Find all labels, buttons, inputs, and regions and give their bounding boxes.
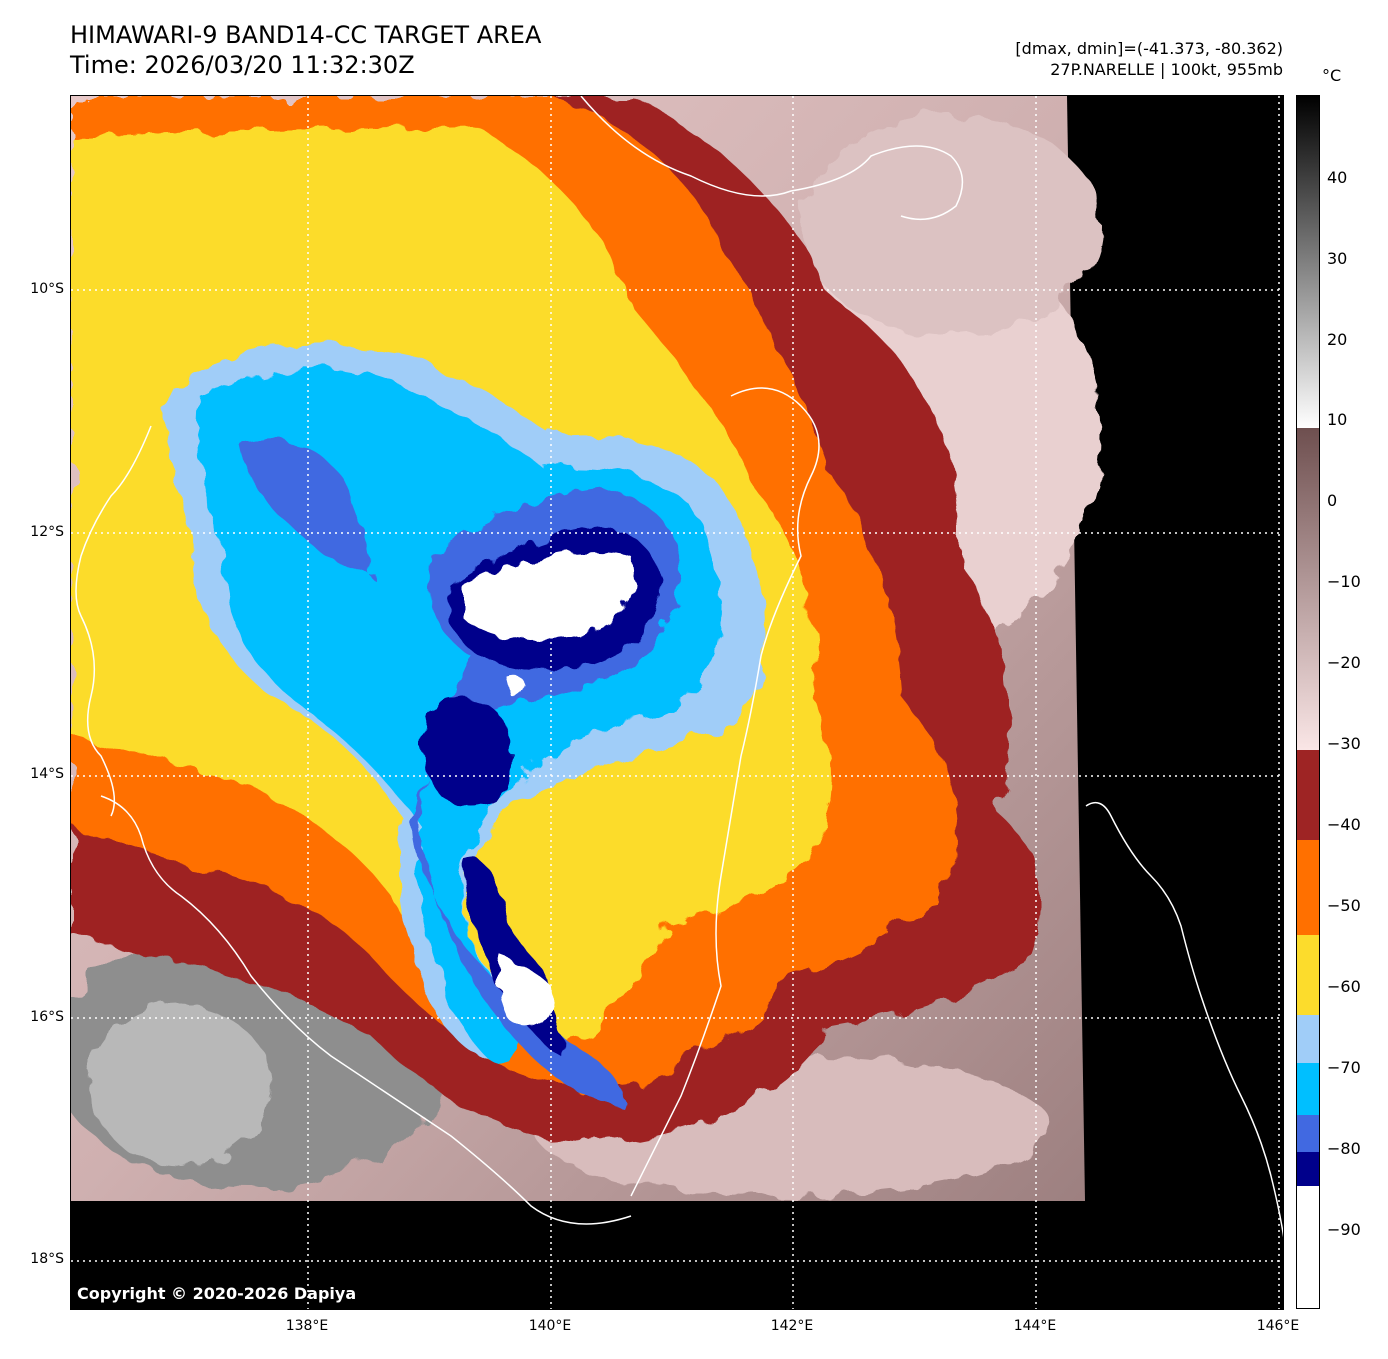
lon-label-142e: 142°E [770,1318,814,1334]
satellite-map: Copyright © 2020-2026 Dapiya [70,95,1284,1310]
graticule [71,96,1283,1309]
colorbar [1296,95,1320,1309]
figure-title: HIMAWARI-9 BAND14-CC TARGET AREA Time: 2… [70,20,541,80]
satellite-imagery [71,96,1283,1309]
title-line-time: Time: 2026/03/20 11:32:30Z [70,51,415,79]
colorbar-unit: °C [1322,66,1342,85]
colorbar-tick-minus40: −40 [1327,815,1361,834]
colorbar-tick-minus60: −60 [1327,977,1361,996]
colorbar-tick-30: 30 [1327,249,1348,268]
storm-info: [dmax, dmin]=(-41.373, -80.362) 27P.NARE… [1015,38,1283,80]
colorbar-tick-minus50: −50 [1327,896,1361,915]
colorbar-tick-10: 10 [1327,410,1348,429]
colorbar-tick-0: 0 [1327,491,1338,510]
lat-label-14s: 14°S [30,766,64,782]
dmax-dmin-readout: [dmax, dmin]=(-41.373, -80.362) [1015,39,1283,58]
copyright-notice: Copyright © 2020-2026 Dapiya [77,1284,357,1303]
no-data-region [71,1201,1283,1309]
lon-label-146e: 146°E [1256,1318,1300,1334]
colorbar-tick-20: 20 [1327,330,1348,349]
lat-label-16s: 16°S [30,1009,64,1025]
colorbar-tick-minus90: −90 [1327,1220,1361,1239]
lat-label-12s: 12°S [30,524,64,540]
title-line-satellite: HIMAWARI-9 BAND14-CC TARGET AREA [70,21,542,49]
lat-label-10s: 10°S [30,281,64,297]
lat-label-18s: 18°S [30,1251,64,1267]
colorbar-tick-minus20: −20 [1327,653,1361,672]
colorbar-tick-minus10: −10 [1327,572,1361,591]
lon-label-144e: 144°E [1013,1318,1057,1334]
colorbar-tick-minus30: −30 [1327,734,1361,753]
cold-cloud-tops [241,440,681,1106]
colorbar-tick-minus70: −70 [1327,1058,1361,1077]
lon-label-140e: 140°E [528,1318,572,1334]
colorbar-tick-40: 40 [1327,168,1348,187]
colorbar-tick-minus80: −80 [1327,1139,1361,1158]
coastlines [75,96,1283,1238]
lon-label-138e: 138°E [285,1318,329,1334]
storm-readout: 27P.NARELLE | 100kt, 955mb [1050,60,1283,79]
colorbar-gradient [1297,96,1319,1308]
